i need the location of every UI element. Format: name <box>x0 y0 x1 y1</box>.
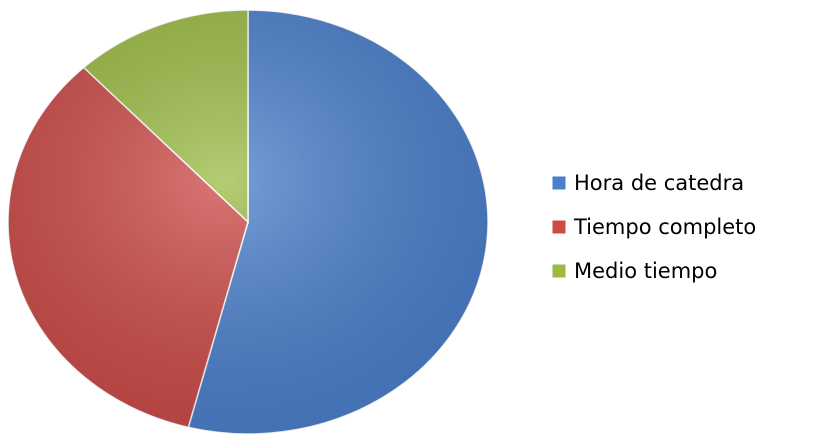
legend-label: Tiempo completo <box>573 215 756 239</box>
legend-label: Hora de catedra <box>574 171 744 195</box>
legend-label: Medio tiempo <box>574 259 717 283</box>
legend-swatch <box>551 175 567 191</box>
legend-swatch <box>551 219 567 235</box>
legend-swatch <box>551 263 567 279</box>
